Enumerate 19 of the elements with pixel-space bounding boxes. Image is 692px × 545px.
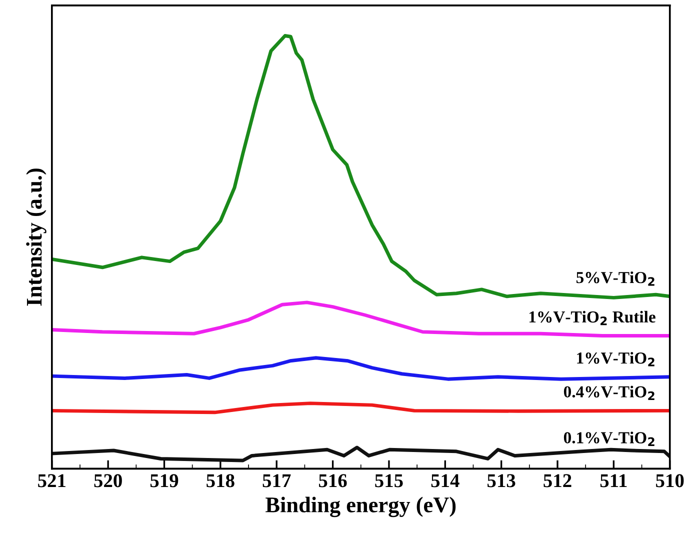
- x-tick-label: 520: [94, 474, 122, 488]
- x-tick-label: 512: [544, 474, 572, 488]
- x-tick-label: 518: [206, 474, 234, 488]
- series-label: 1%V-TiO$_{2}$ Rutile: [529, 310, 656, 326]
- series-label: 1%V-TiO$_{2}$: [577, 352, 654, 366]
- y-axis-title: Intensity (a.u.): [26, 168, 46, 306]
- x-tick-label: 511: [600, 474, 627, 488]
- x-tick-label: 510: [656, 474, 684, 488]
- series-label: 0.1%V-TiO$_{2}$: [564, 432, 654, 446]
- x-tick-label: 519: [150, 474, 178, 488]
- x-axis-title: Binding energy (eV): [266, 496, 456, 518]
- series-label: 0.4%V-TiO$_{2}$: [564, 386, 654, 400]
- x-tick-label: 514: [431, 474, 460, 488]
- x-tick-label: 515: [375, 474, 403, 488]
- x-tick-label: 516: [318, 474, 347, 488]
- x-tick-label: 517: [262, 474, 291, 488]
- series-label: 5%V-TiO$_{2}$: [576, 271, 654, 286]
- x-tick-label: 513: [488, 474, 516, 488]
- x-tick-label: 521: [38, 474, 66, 488]
